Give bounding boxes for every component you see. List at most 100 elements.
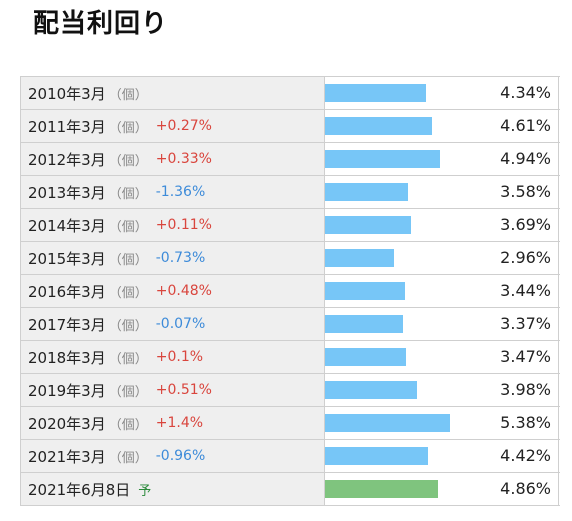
change-label: +0.27% [155, 118, 212, 134]
table-row: 2018年3月 （個） +0.1% 3.47% [21, 341, 560, 374]
yield-value: 2.96% [500, 248, 551, 267]
kind-label: （個） [108, 219, 148, 235]
period-label: 2021年6月8日 [28, 480, 131, 499]
bar-cell: 4.42% [325, 440, 559, 472]
yield-value: 4.42% [500, 446, 551, 465]
table-row: 2021年6月8日予 4.86% [21, 473, 560, 506]
bar-cell: 4.86% [325, 473, 559, 505]
yield-bar [325, 249, 394, 267]
kind-label: （個） [108, 450, 148, 466]
period-label: 2011年3月 [28, 117, 106, 136]
period-cell: 2015年3月 （個） -0.73% [21, 242, 325, 274]
bar-cell: 2.96% [325, 242, 559, 274]
period-cell: 2012年3月 （個） +0.33% [21, 143, 325, 175]
period-cell: 2016年3月 （個） +0.48% [21, 275, 325, 307]
kind-label: （個） [108, 186, 148, 202]
kind-label: （個） [108, 252, 148, 268]
dividend-yield-table: 2010年3月 （個） 4.34% 2011年3月 （個） +0.27% 4.61% 2012… [20, 76, 560, 506]
change-label: +0.11% [155, 217, 212, 233]
kind-label: （個） [108, 384, 148, 400]
kind-label: （個） [108, 285, 148, 301]
table-row: 2012年3月 （個） +0.33% 4.94% [21, 143, 560, 176]
table-row: 2010年3月 （個） 4.34% [21, 77, 560, 110]
table-row: 2020年3月 （個） +1.4% 5.38% [21, 407, 560, 440]
period-cell: 2010年3月 （個） [21, 77, 325, 109]
forecast-mark: 予 [138, 483, 152, 499]
yield-bar [325, 183, 408, 201]
change-label: +0.33% [155, 151, 212, 167]
period-label: 2010年3月 [28, 84, 106, 103]
yield-bar [325, 381, 417, 399]
bar-cell: 3.98% [325, 374, 559, 406]
yield-value: 3.47% [500, 347, 551, 366]
change-label: +0.51% [155, 382, 212, 398]
yield-bar [325, 282, 405, 300]
period-cell: 2019年3月 （個） +0.51% [21, 374, 325, 406]
table-row: 2013年3月 （個） -1.36% 3.58% [21, 176, 560, 209]
change-label: +1.4% [155, 415, 204, 431]
period-label: 2013年3月 [28, 183, 106, 202]
bar-cell: 3.37% [325, 308, 559, 340]
bar-cell: 3.47% [325, 341, 559, 373]
table-row: 2011年3月 （個） +0.27% 4.61% [21, 110, 560, 143]
yield-value: 3.44% [500, 281, 551, 300]
change-label: +0.48% [155, 283, 212, 299]
yield-bar [325, 150, 440, 168]
yield-bar [325, 447, 428, 465]
yield-value: 4.94% [500, 149, 551, 168]
page-title: 配当利回り [33, 9, 169, 39]
yield-value: 3.69% [500, 215, 551, 234]
period-label: 2018年3月 [28, 348, 106, 367]
period-cell: 2014年3月 （個） +0.11% [21, 209, 325, 241]
yield-value: 4.34% [500, 83, 551, 102]
yield-value: 4.86% [500, 479, 551, 498]
yield-value: 3.98% [500, 380, 551, 399]
yield-value: 4.61% [500, 116, 551, 135]
period-cell: 2017年3月 （個） -0.07% [21, 308, 325, 340]
period-label: 2021年3月 [28, 447, 106, 466]
table-row: 2016年3月 （個） +0.48% 3.44% [21, 275, 560, 308]
yield-value: 3.37% [500, 314, 551, 333]
bar-cell: 3.58% [325, 176, 559, 208]
period-label: 2016年3月 [28, 282, 106, 301]
forecast-bar [325, 480, 438, 498]
bar-cell: 3.69% [325, 209, 559, 241]
period-cell: 2020年3月 （個） +1.4% [21, 407, 325, 439]
yield-bar [325, 414, 450, 432]
bar-cell: 4.94% [325, 143, 559, 175]
table-row: 2014年3月 （個） +0.11% 3.69% [21, 209, 560, 242]
table-row: 2015年3月 （個） -0.73% 2.96% [21, 242, 560, 275]
period-label: 2014年3月 [28, 216, 106, 235]
table-row: 2019年3月 （個） +0.51% 3.98% [21, 374, 560, 407]
change-label: -1.36% [155, 184, 206, 200]
period-label: 2020年3月 [28, 414, 106, 433]
period-cell: 2021年3月 （個） -0.96% [21, 440, 325, 472]
kind-label: （個） [108, 120, 148, 136]
period-label: 2015年3月 [28, 249, 106, 268]
table-row: 2021年3月 （個） -0.96% 4.42% [21, 440, 560, 473]
change-label: -0.07% [155, 316, 206, 332]
period-label: 2019年3月 [28, 381, 106, 400]
change-label: +0.1% [155, 349, 204, 365]
kind-label: （個） [108, 87, 148, 103]
change-label: -0.73% [155, 250, 206, 266]
kind-label: （個） [108, 153, 148, 169]
period-cell: 2018年3月 （個） +0.1% [21, 341, 325, 373]
period-label: 2012年3月 [28, 150, 106, 169]
period-cell: 2011年3月 （個） +0.27% [21, 110, 325, 142]
bar-cell: 5.38% [325, 407, 559, 439]
period-cell: 2013年3月 （個） -1.36% [21, 176, 325, 208]
yield-value: 3.58% [500, 182, 551, 201]
kind-label: （個） [108, 318, 148, 334]
yield-bar [325, 348, 406, 366]
bar-cell: 3.44% [325, 275, 559, 307]
change-label: -0.96% [155, 448, 206, 464]
bar-cell: 4.61% [325, 110, 559, 142]
yield-bar [325, 84, 426, 102]
yield-value: 5.38% [500, 413, 551, 432]
period-label: 2017年3月 [28, 315, 106, 334]
yield-bar [325, 117, 432, 135]
table-row: 2017年3月 （個） -0.07% 3.37% [21, 308, 560, 341]
yield-bar [325, 315, 403, 333]
bar-cell: 4.34% [325, 77, 559, 109]
